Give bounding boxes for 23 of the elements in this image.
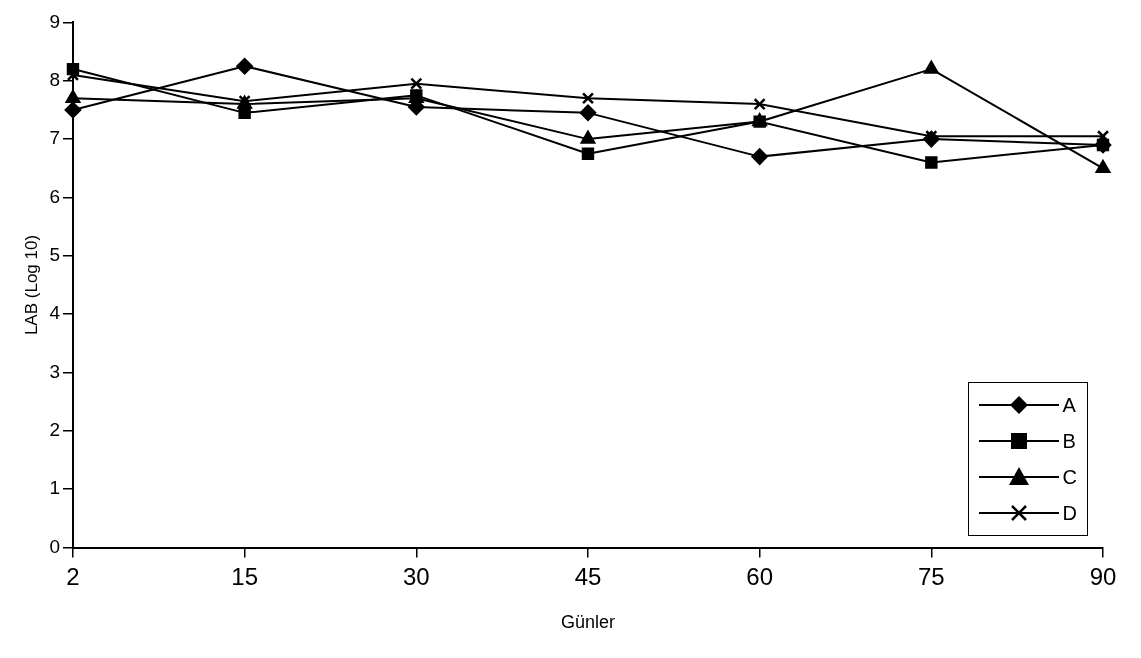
y-tick-label: 7 bbox=[49, 127, 60, 149]
y-tick-label: 9 bbox=[49, 10, 60, 32]
legend-label: A bbox=[1062, 393, 1076, 417]
legend-label: D bbox=[1062, 501, 1077, 525]
y-tick-label: 3 bbox=[49, 360, 60, 382]
y-tick-label: 1 bbox=[49, 477, 60, 499]
y-tick-label: 2 bbox=[49, 419, 60, 441]
legend-label: B bbox=[1062, 429, 1076, 453]
y-tick-label: 5 bbox=[49, 244, 60, 266]
x-tick-label: 75 bbox=[917, 562, 945, 590]
x-tick-label: 15 bbox=[231, 562, 258, 590]
x-tick-label: 2 bbox=[66, 562, 80, 590]
x-tick-label: 30 bbox=[402, 562, 430, 590]
x-axis-title: Günler bbox=[560, 612, 615, 633]
x-tick-label: 90 bbox=[1089, 562, 1117, 590]
y-tick-label: 0 bbox=[49, 535, 60, 557]
y-tick-label: 6 bbox=[49, 185, 60, 207]
x-tick-label: 60 bbox=[746, 562, 774, 590]
x-tick-label: 45 bbox=[574, 562, 602, 590]
y-tick-label: 8 bbox=[49, 68, 60, 90]
y-axis-title: LAB (Log 10) bbox=[21, 234, 41, 336]
legend-label: C bbox=[1062, 465, 1077, 489]
y-tick-label: 4 bbox=[49, 302, 61, 324]
